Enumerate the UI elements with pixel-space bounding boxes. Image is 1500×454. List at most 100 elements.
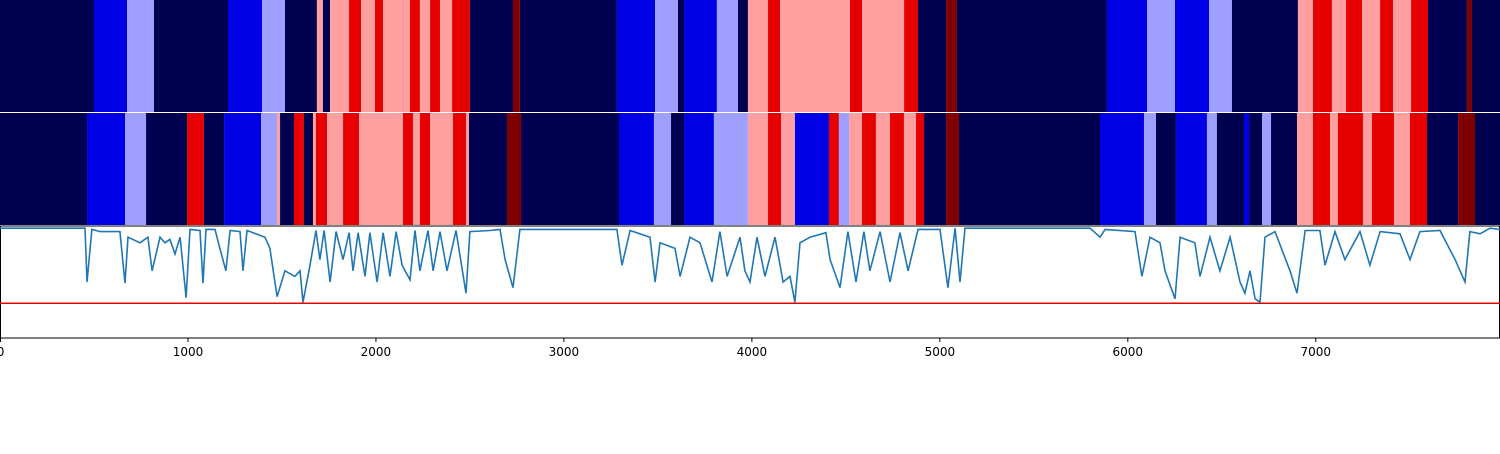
segment xyxy=(1346,0,1363,112)
segment xyxy=(747,113,769,225)
segment xyxy=(203,113,225,225)
segment xyxy=(303,113,313,225)
segment xyxy=(93,0,128,112)
segment xyxy=(794,113,829,225)
segment xyxy=(409,0,420,112)
segment xyxy=(383,0,410,112)
segment xyxy=(1371,113,1394,225)
segment xyxy=(849,113,863,225)
segment xyxy=(146,113,188,225)
segment xyxy=(1466,0,1472,112)
segment xyxy=(862,0,905,112)
segment xyxy=(616,0,656,112)
segment xyxy=(1143,113,1157,225)
segment xyxy=(956,0,1107,112)
segment xyxy=(224,113,262,225)
segment xyxy=(153,0,229,112)
segment xyxy=(780,0,850,112)
segment xyxy=(468,113,507,225)
segment xyxy=(875,113,891,225)
segment xyxy=(440,0,453,112)
segment xyxy=(828,113,839,225)
x-tick-label: 0 xyxy=(0,345,4,359)
segment xyxy=(452,0,470,112)
segment xyxy=(1262,113,1272,225)
segment xyxy=(737,0,748,112)
segment xyxy=(521,113,619,225)
x-tick-label: 6000 xyxy=(1113,345,1144,359)
segment xyxy=(512,0,520,112)
segment xyxy=(469,0,513,112)
segment xyxy=(1362,113,1372,225)
segment xyxy=(1427,113,1459,225)
segment xyxy=(1296,113,1313,225)
segment xyxy=(1100,113,1144,225)
segment xyxy=(618,113,654,225)
segment xyxy=(127,0,154,112)
segment xyxy=(713,113,748,225)
segment xyxy=(1312,113,1331,225)
segment xyxy=(261,113,278,225)
segment xyxy=(343,113,360,225)
segment xyxy=(1428,0,1467,112)
segment xyxy=(519,0,617,112)
segment xyxy=(262,0,285,112)
x-tick-label: 4000 xyxy=(737,345,768,359)
segment xyxy=(862,113,876,225)
segment xyxy=(768,0,781,112)
segment xyxy=(1146,0,1175,112)
segment xyxy=(315,113,328,225)
segment xyxy=(716,0,738,112)
segment xyxy=(430,113,454,225)
segment xyxy=(1312,0,1332,112)
segment xyxy=(1249,113,1263,225)
x-tick-label: 7000 xyxy=(1301,345,1332,359)
segment xyxy=(1243,113,1250,225)
segment xyxy=(280,113,294,225)
segment xyxy=(1411,0,1429,112)
segment xyxy=(1393,0,1412,112)
segment xyxy=(1409,113,1428,225)
segment xyxy=(1271,113,1297,225)
segment xyxy=(359,113,404,225)
segment xyxy=(0,113,88,225)
segment xyxy=(277,113,281,225)
segment xyxy=(904,0,919,112)
segment xyxy=(1331,0,1347,112)
segment xyxy=(1362,0,1381,112)
segment xyxy=(1380,0,1394,112)
segment xyxy=(430,0,441,112)
segment xyxy=(678,0,685,112)
segment xyxy=(918,0,947,112)
segment xyxy=(1458,113,1475,225)
line xyxy=(0,227,1500,304)
x-tick-label: 2000 xyxy=(361,345,392,359)
segment xyxy=(412,113,420,225)
segment xyxy=(890,113,904,225)
segment xyxy=(768,113,782,225)
segment xyxy=(87,113,125,225)
segment xyxy=(453,113,466,225)
segment xyxy=(850,0,863,112)
segment xyxy=(1175,113,1207,225)
segment xyxy=(1297,0,1313,112)
segment xyxy=(1471,0,1500,112)
x-tick-label: 3000 xyxy=(549,345,580,359)
segment xyxy=(655,0,679,112)
segment xyxy=(1330,113,1338,225)
segment xyxy=(653,113,672,225)
segment xyxy=(1393,113,1410,225)
segment xyxy=(419,113,431,225)
segment xyxy=(684,113,714,225)
segment xyxy=(228,0,263,112)
segment xyxy=(924,113,947,225)
segment xyxy=(187,113,204,225)
segment xyxy=(1206,113,1217,225)
segment xyxy=(671,113,685,225)
segment xyxy=(903,113,916,225)
segment xyxy=(747,0,769,112)
x-tick-label: 1000 xyxy=(173,345,204,359)
segment xyxy=(1216,113,1244,225)
segment xyxy=(781,113,795,225)
